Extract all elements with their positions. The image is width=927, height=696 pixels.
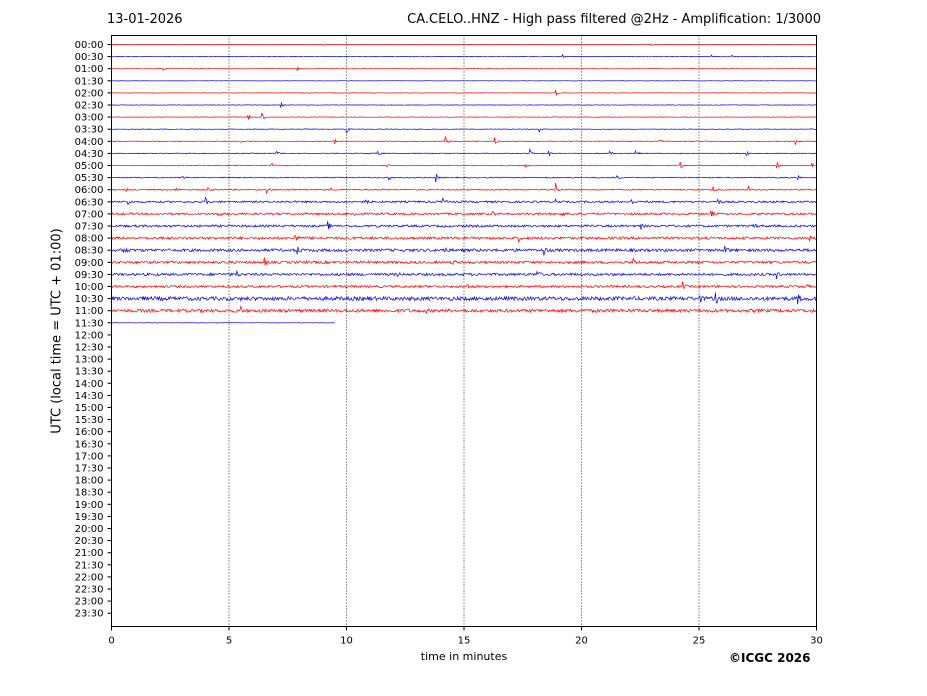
- y-tick-label: 08:00: [75, 234, 104, 245]
- y-tick-label: 02:00: [75, 88, 104, 99]
- y-tick-label: 09:00: [75, 258, 104, 269]
- y-tick-label: 19:30: [75, 512, 104, 523]
- y-tick-label: 03:00: [75, 113, 104, 124]
- trace-0100: [111, 66, 817, 72]
- y-tick-label: 16:30: [75, 439, 104, 450]
- y-tick-label: 12:00: [75, 330, 104, 341]
- y-tick-label: 02:30: [75, 101, 104, 112]
- y-tick-label: 17:00: [75, 451, 104, 462]
- y-tick-label: 07:00: [75, 209, 104, 220]
- y-tick-label: 17:30: [75, 464, 104, 475]
- y-tick-label: 04:30: [75, 149, 104, 160]
- trace-0930: [111, 269, 817, 280]
- y-tick-label: 13:00: [75, 355, 104, 366]
- trace-0000: [111, 43, 817, 46]
- trace-1100: [111, 305, 817, 314]
- y-tick-label: 15:30: [75, 415, 104, 426]
- trace-1000: [111, 281, 817, 290]
- y-tick-label: 14:30: [75, 391, 104, 402]
- trace-0630: [111, 196, 817, 206]
- y-tick-label: 07:30: [75, 222, 104, 233]
- trace-0830: [111, 245, 817, 256]
- trace-0400: [111, 135, 817, 145]
- x-axis-label: time in minutes: [420, 650, 508, 663]
- y-tick-label: 03:30: [75, 125, 104, 136]
- y-tick-label: 01:00: [75, 64, 104, 75]
- y-tick-label: 23:00: [75, 597, 104, 608]
- x-tick-label: 25: [693, 636, 706, 647]
- y-tick-label: 09:30: [75, 270, 104, 281]
- x-tick-label: 5: [226, 636, 232, 647]
- y-tick-label: 10:00: [75, 282, 104, 293]
- x-tick-label: 10: [340, 636, 353, 647]
- y-tick-label: 05:00: [75, 161, 104, 172]
- trace-0430: [111, 147, 817, 157]
- trace-0230: [111, 102, 817, 109]
- y-tick-label: 15:00: [75, 403, 104, 414]
- y-tick-label: 06:30: [75, 197, 104, 208]
- trace-0900: [111, 257, 817, 266]
- copyright-credit: ©ICGC 2026: [729, 651, 811, 665]
- trace-1030: [111, 292, 817, 305]
- y-tick-label: 18:30: [75, 488, 104, 499]
- y-tick-label: 04:00: [75, 137, 104, 148]
- trace-0700: [111, 209, 817, 217]
- date-label: 13-01-2026: [107, 12, 183, 27]
- x-tick-label: 30: [810, 636, 823, 647]
- x-tick-label: 20: [575, 636, 588, 647]
- y-tick-label: 05:30: [75, 173, 104, 184]
- y-tick-label: 12:30: [75, 343, 104, 354]
- y-tick-label: 06:00: [75, 185, 104, 196]
- y-tick-label: 00:00: [75, 40, 104, 51]
- y-tick-label: 11:00: [75, 306, 104, 317]
- y-tick-label: 21:00: [75, 548, 104, 559]
- y-tick-label: 18:00: [75, 476, 104, 487]
- trace-0600: [111, 182, 817, 195]
- trace-0200: [111, 90, 817, 96]
- trace-0730: [111, 221, 817, 230]
- y-tick-label: 00:30: [75, 52, 104, 63]
- y-tick-label: 20:30: [75, 536, 104, 547]
- x-tick-label: 15: [458, 636, 471, 647]
- y-tick-label: 23:30: [75, 609, 104, 620]
- trace-0530: [111, 173, 817, 183]
- y-tick-label: 22:00: [75, 572, 104, 583]
- y-tick-label: 20:00: [75, 524, 104, 535]
- y-tick-label: 22:30: [75, 585, 104, 596]
- trace-0800: [111, 235, 817, 244]
- trace-0330: [111, 127, 817, 134]
- plot-frame: [111, 35, 817, 627]
- y-tick-label: 19:00: [75, 500, 104, 511]
- chart-title: CA.CELO..HNZ - High pass filtered @2Hz -…: [407, 12, 821, 27]
- trace-0500: [111, 161, 817, 169]
- trace-0030: [111, 53, 817, 59]
- trace-0300: [111, 112, 817, 120]
- y-axis-label: UTC (local time = UTC + 01:00): [49, 228, 65, 434]
- y-tick-label: 01:30: [75, 76, 104, 87]
- y-tick-label: 08:30: [75, 246, 104, 257]
- y-tick-label: 10:30: [75, 294, 104, 305]
- y-tick-label: 14:00: [75, 379, 104, 390]
- x-tick-label: 0: [108, 636, 114, 647]
- y-tick-label: 11:30: [75, 318, 104, 329]
- y-tick-label: 16:00: [75, 427, 104, 438]
- y-tick-label: 13:30: [75, 367, 104, 378]
- y-tick-label: 21:30: [75, 560, 104, 571]
